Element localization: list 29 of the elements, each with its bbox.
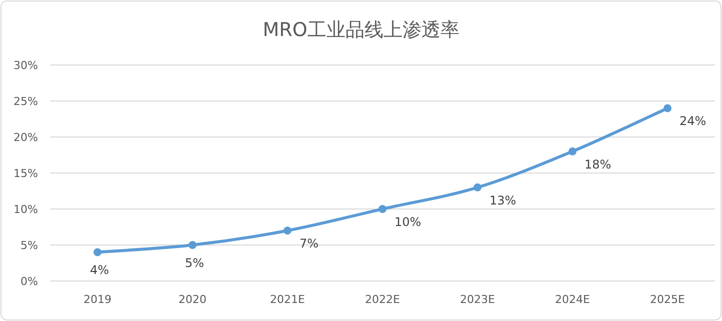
x-tick-label: 2023E <box>460 293 496 306</box>
x-tick-label: 2022E <box>365 293 400 306</box>
y-tick-label: 25% <box>14 95 38 108</box>
y-tick-label: 5% <box>20 239 38 252</box>
data-label: 18% <box>584 157 612 172</box>
data-label: 7% <box>300 236 319 251</box>
y-tick-label: 20% <box>14 131 38 144</box>
data-label: 4% <box>90 263 110 278</box>
x-tick-label: 2025E <box>650 293 686 306</box>
data-label: 5% <box>184 256 204 270</box>
data-label: 13% <box>490 193 516 208</box>
y-tick-label: 0% <box>20 275 38 288</box>
chart-title: MRO工业品线上渗透率 <box>262 19 460 41</box>
point <box>284 226 292 235</box>
y-tick-label: 15% <box>14 167 38 180</box>
point <box>188 241 196 249</box>
point <box>664 104 672 112</box>
point <box>94 248 102 256</box>
data-label: 24% <box>680 114 706 128</box>
x-tick-label: 2020 <box>178 293 206 306</box>
y-tick-label: 10% <box>14 203 38 216</box>
x-tick-label: 2019 <box>84 293 112 306</box>
x-tick-label: 2021E <box>270 293 306 306</box>
point <box>568 147 576 156</box>
y-tick-label: 30% <box>14 59 38 72</box>
point <box>474 183 482 192</box>
point <box>378 205 386 213</box>
x-tick-label: 2024E <box>555 293 590 306</box>
data-label: 10% <box>394 215 422 229</box>
